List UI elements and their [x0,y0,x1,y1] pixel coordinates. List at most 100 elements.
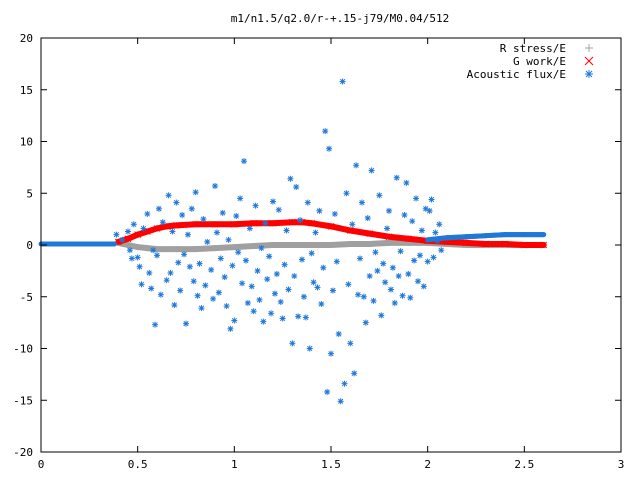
dense-point-run [308,220,334,230]
data-point [308,242,315,248]
dense-point-run [250,242,276,250]
data-point [382,279,389,286]
data-point [270,198,276,205]
data-point [192,246,199,253]
data-point [173,199,180,206]
data-point [304,199,311,206]
data-point [150,247,157,254]
data-point [208,266,215,273]
chart-title: m1/n1.5/q2.0/r-+.15-j79/M0.04/512 [231,12,450,25]
data-point [391,299,398,306]
dense-point-run [328,240,354,248]
data-point [386,207,392,214]
data-point [225,236,232,243]
data-point [269,219,277,227]
data-point [119,236,126,243]
data-point [318,300,325,307]
data-point [171,302,178,309]
data-point [378,312,385,319]
data-point [262,220,269,227]
data-point [155,205,162,212]
legend-label: G work/E [513,55,566,68]
data-point [364,215,371,222]
data-point [266,253,273,260]
data-point [430,254,437,261]
data-point [260,318,267,325]
data-point [327,223,335,230]
data-point [401,211,408,218]
data-point [345,281,352,288]
data-point [366,230,374,237]
data-point [432,229,439,236]
data-point [357,255,363,262]
data-point [250,308,257,315]
data-point [395,273,402,280]
data-point [242,257,249,264]
data-point [271,290,278,297]
data-point [186,263,193,270]
data-point [387,286,394,293]
dense-point-run [366,230,392,240]
data-point [258,245,265,252]
data-point [347,240,354,247]
legend-label: R stress/E [500,42,566,55]
x-tick-label: 3 [618,458,625,471]
data-point [289,340,296,347]
data-point [283,227,290,234]
data-point [146,269,153,276]
legend-marker [585,70,593,78]
data-point [237,195,244,202]
data-point [244,299,251,306]
data-point [134,254,141,261]
data-point [192,189,199,196]
data-point [424,258,431,265]
data-point [418,227,425,234]
data-point [173,246,180,253]
data-point [252,202,259,209]
data-point [322,128,329,135]
data-point [268,310,275,317]
dense-point-run [483,232,508,239]
data-point [256,296,263,303]
data-point [405,270,412,277]
data-point [204,238,211,245]
data-point [355,291,362,298]
data-point [227,325,234,332]
data-point [422,205,429,212]
data-point [246,225,253,232]
data-point [130,221,137,228]
data-point [409,218,416,225]
data-point [279,315,286,322]
data-point [308,219,316,227]
data-point [136,263,143,270]
data-point [288,218,296,226]
data-point [217,255,224,262]
data-point [329,287,336,294]
data-point [154,246,160,253]
data-point [231,317,238,324]
data-point [213,229,220,236]
data-point [124,235,132,243]
data-point [358,199,365,206]
dense-point-run [173,221,199,229]
data-point [140,225,147,232]
data-point [221,274,228,281]
data-point [229,262,236,269]
data-point [380,260,387,267]
data-point [462,239,470,247]
dense-point-run [366,239,392,247]
data-point [520,241,528,249]
data-point [212,183,218,190]
data-point [339,78,346,85]
data-point [241,158,247,165]
data-point [196,260,203,267]
y-tick-label: 20 [20,32,33,45]
data-point [134,244,141,251]
data-point [349,221,356,228]
data-point [297,217,304,224]
data-point [347,340,354,347]
data-point [167,269,174,276]
dense-point-run [444,234,469,241]
data-point [407,294,414,301]
data-point [397,248,404,255]
